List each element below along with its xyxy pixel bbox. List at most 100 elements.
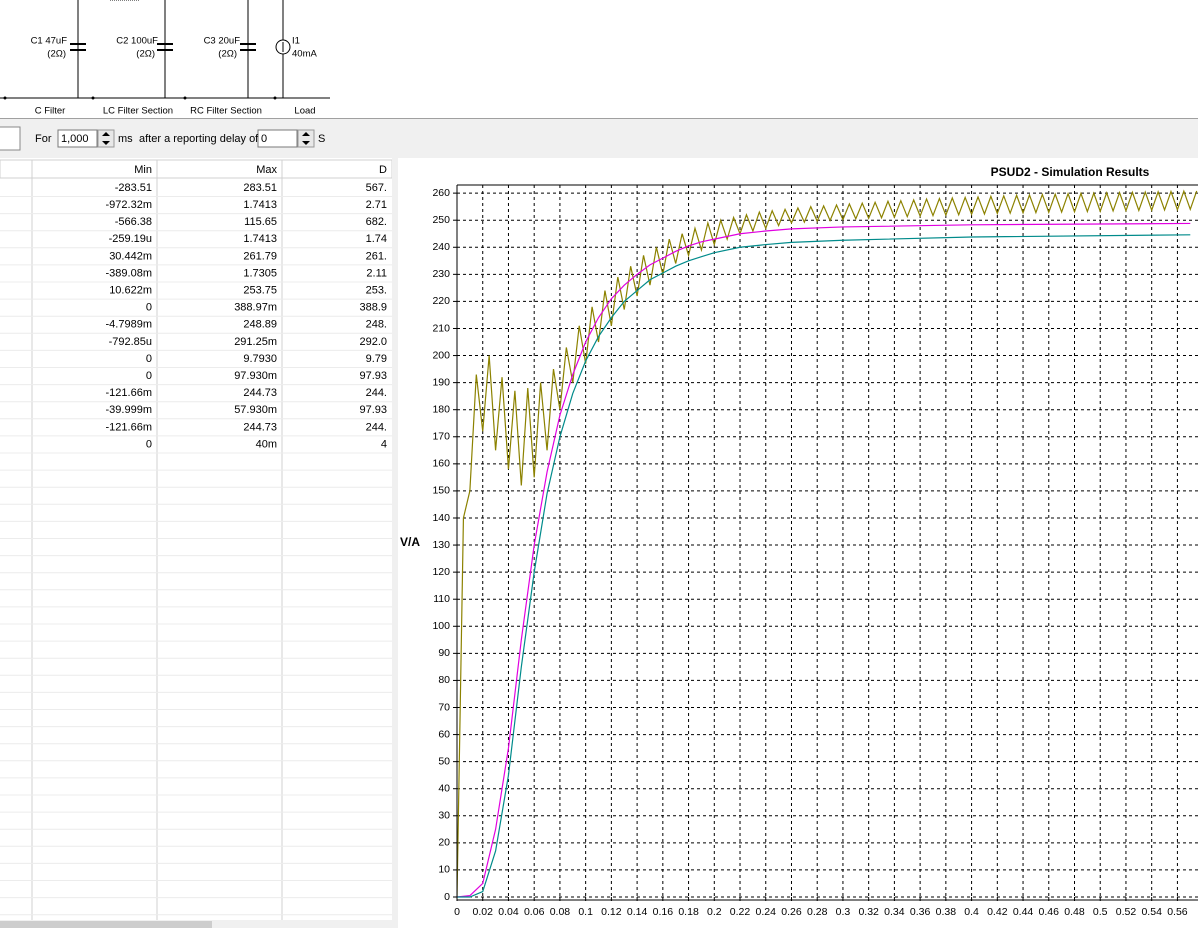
y-tick-label: 70 (438, 701, 450, 713)
column-header: D (379, 164, 387, 176)
node-dot (273, 96, 277, 100)
cell: 97.930m (234, 370, 277, 382)
y-tick-label: 90 (438, 647, 450, 659)
cell: 253. (366, 285, 387, 297)
toolbar (0, 118, 1198, 158)
cell: -121.66m (106, 421, 152, 433)
y-tick-label: 60 (438, 728, 450, 740)
cell: 2.71 (366, 199, 387, 211)
cell: 30.442m (109, 250, 152, 262)
component-value: (2Ω) (218, 49, 237, 60)
y-tick-label: 80 (438, 674, 450, 686)
toolbar-delay-label: after a reporting delay of (139, 133, 259, 145)
toolbar-delay: 0 (261, 133, 267, 145)
component-label: I1 (292, 36, 300, 47)
y-tick-label: 10 (438, 864, 450, 876)
column-header: Min (134, 164, 152, 176)
y-tick-label: 140 (432, 512, 450, 524)
toolbar-box[interactable] (0, 126, 21, 151)
cell: 261.79 (243, 250, 277, 262)
series-line (457, 234, 1191, 898)
y-tick-label: 260 (432, 187, 450, 199)
y-tick-label: 130 (432, 539, 450, 551)
duration-input[interactable] (57, 129, 98, 148)
cell: 261. (366, 250, 387, 262)
section-label: RC Filter Section (190, 106, 262, 117)
section-label: LC Filter Section (103, 106, 173, 117)
cell: 682. (366, 216, 387, 228)
component-label: C1 47uF (31, 36, 68, 47)
cell: -283.51 (115, 182, 152, 194)
toolbar-delay-unit: S (318, 133, 325, 145)
delay-spinner[interactable] (297, 129, 315, 148)
cell: 244.73 (243, 387, 277, 399)
cell: 0 (146, 438, 152, 450)
cell: 253.75 (243, 285, 277, 297)
section-label: C Filter (35, 106, 66, 117)
x-tick-label: 0.3 (836, 906, 851, 918)
cell: 388.97m (234, 302, 277, 314)
cell: 97.93 (359, 370, 387, 382)
cell: 57.930m (234, 404, 277, 416)
series-line (457, 189, 1198, 898)
y-tick-label: 160 (432, 458, 450, 470)
x-tick-label: 0.38 (936, 906, 957, 918)
cell: 244. (366, 387, 387, 399)
x-tick-label: 0.26 (781, 906, 802, 918)
x-tick-label: 0.18 (678, 906, 699, 918)
cell: -972.32m (106, 199, 152, 211)
node-dot (91, 96, 95, 100)
y-tick-label: 200 (432, 349, 450, 361)
x-tick-label: 0.48 (1064, 906, 1085, 918)
cell: 1.74 (366, 233, 387, 245)
cell: 9.7930 (243, 353, 277, 365)
x-tick-label: 0.34 (884, 906, 905, 918)
duration-spinner[interactable] (97, 129, 115, 148)
x-tick-label: 0.2 (707, 906, 722, 918)
cell: -792.85u (109, 336, 152, 348)
cell: 2.11 (366, 267, 387, 279)
cell: 0 (146, 353, 152, 365)
series-line (457, 222, 1191, 898)
component-value: (2Ω) (136, 49, 155, 60)
x-tick-label: 0.32 (858, 906, 879, 918)
cell: -259.19u (109, 233, 152, 245)
x-tick-label: 0.56 (1167, 906, 1188, 918)
cell: 40m (256, 438, 277, 450)
y-tick-label: 30 (438, 810, 450, 822)
component-label: C2 100uF (116, 36, 158, 47)
cell: 283.51 (243, 182, 277, 194)
x-tick-label: 0.02 (473, 906, 494, 918)
cell: 4 (381, 438, 387, 450)
cell: 291.25m (234, 336, 277, 348)
x-tick-label: 0.42 (987, 906, 1008, 918)
node-dot (3, 96, 7, 100)
y-tick-label: 220 (432, 295, 450, 307)
y-tick-label: 100 (432, 620, 450, 632)
x-tick-label: 0.08 (550, 906, 571, 918)
x-tick-label: 0.5 (1093, 906, 1108, 918)
toolbar-duration: 1,000 (61, 133, 89, 145)
cell: -39.999m (106, 404, 152, 416)
column-header: Max (256, 164, 277, 176)
x-tick-label: 0.16 (653, 906, 674, 918)
node-dot (183, 96, 187, 100)
y-tick-label: 20 (438, 837, 450, 849)
cell: -389.08m (106, 267, 152, 279)
y-tick-label: 110 (433, 593, 450, 605)
cell: 1.7413 (243, 199, 277, 211)
x-tick-label: 0 (454, 906, 460, 918)
cell: -566.38 (115, 216, 152, 228)
cell: -4.7989m (106, 319, 152, 331)
delay-input[interactable] (257, 129, 298, 148)
x-tick-label: 0.22 (730, 906, 751, 918)
cell: 9.79 (366, 353, 387, 365)
y-tick-label: 170 (432, 431, 450, 443)
x-tick-label: 0.52 (1116, 906, 1137, 918)
component-value: (2Ω) (47, 49, 66, 60)
toolbar-for: For (35, 133, 52, 145)
x-tick-label: 0.54 (1141, 906, 1162, 918)
x-tick-label: 0.28 (807, 906, 828, 918)
